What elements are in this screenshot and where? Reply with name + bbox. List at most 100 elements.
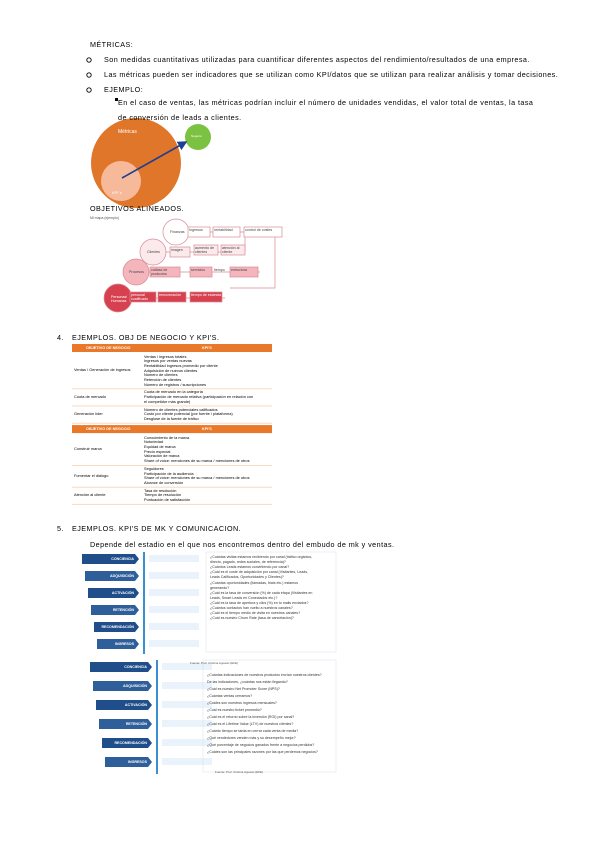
venn-diagram: [91, 118, 211, 208]
venn-label: Métricas: [118, 129, 137, 135]
table-cell: Cuota de mercado en la categoría: [144, 389, 203, 395]
table-cell: Puntuación de satisfacción: [144, 497, 191, 502]
table-cell: Tasa de resolución: [144, 487, 177, 493]
funnel-stage-label: ADQUISICIÓN: [110, 573, 134, 578]
stage-note: [149, 572, 199, 579]
funnel-question: Leads Calificados, Oportunidades y Clien…: [210, 575, 284, 580]
funnel-stage: [96, 700, 152, 710]
stage-note: [149, 640, 199, 647]
objective-label: Procesos: [129, 270, 144, 274]
funnel-stage: [102, 738, 152, 748]
funnel-question: ¿Cuáles son nuestros ingresos mensuales?: [207, 701, 277, 705]
stage-note: [162, 682, 212, 689]
table-cell: Share of voice: menciones de su marca / …: [144, 458, 250, 464]
bullet-text: Son medidas cuantitativas utilizadas par…: [104, 55, 530, 64]
objective-label: Clientes: [147, 250, 160, 254]
funnel-question: generando?: [210, 585, 230, 590]
funnel-stage: [91, 605, 139, 615]
objective-label: estructura: [231, 268, 247, 272]
funnel-stage: [85, 571, 139, 581]
funnel-question: ¿Cuántos contactos han vuelto a nuestros…: [210, 606, 293, 610]
objective-label: personal cualificado: [131, 293, 148, 301]
table-cell: Ventas / Generación de ingresos: [74, 367, 131, 373]
funnel-question: ¿Qué vendedores venden más y su desempeñ…: [207, 736, 296, 740]
table-cell: Share of voice: menciones de su marca / …: [144, 475, 250, 481]
funnel-question: ¿Cuál es la tasa de apertura y clics (%)…: [210, 600, 309, 605]
table-cell: Desglose de la fuente de tráfico: [144, 415, 199, 421]
funnel-stage-label: CONCIENCIA: [111, 556, 134, 561]
objective-box: [243, 226, 283, 238]
table-cell: Precio especial: [144, 448, 171, 454]
funnel-question: ¿Cuál es el tiempo medio de visita en nu…: [210, 611, 301, 616]
funnel-stage-label: INGRESOS: [115, 641, 134, 646]
table-cell: Construir marca: [74, 446, 102, 452]
funnel-question: ¿Cuántas visitas estamos recibiendo por …: [210, 555, 313, 559]
funnel-stage-label: RETENCIÓN: [125, 721, 147, 726]
funnel-question: ¿Cuántas oportunidades (llamadas, trials…: [210, 580, 299, 585]
table-cell: Número de clientes: [144, 372, 178, 378]
objective-label: atención al cliente: [222, 246, 240, 254]
heading: MÉTRICAS:: [90, 40, 134, 49]
intro-text: Depende del estadio en el que nos encont…: [90, 540, 395, 549]
source-note: Fuente: Prof. Cristina Aguado (EFE): [215, 770, 264, 774]
venn-label: Negocio: [191, 134, 203, 138]
funnel-stage-label: RETENCIÓN: [112, 607, 134, 612]
objective-label: calidad de productos: [151, 268, 168, 276]
section-number: 4.: [57, 333, 64, 342]
table-cell: Ingresos por ventas nuevas: [144, 358, 192, 364]
table-header-cell: OBJETIVO DE NEGOCIO: [86, 427, 131, 432]
funnel-stage: [94, 622, 139, 632]
table-cell: Número de registros / suscripciones: [144, 381, 207, 387]
table-cell: Cuota de mercado: [74, 393, 107, 399]
table-cell: Participación de la audiencia: [144, 470, 194, 476]
funnel-question: ¿Cuál es nuestro Churn Rate (tasa de can…: [210, 616, 294, 621]
bullet-text: Las métricas pueden ser indicadores que …: [104, 70, 559, 79]
source-note: Fuente: Prof. Cristina Aguado (EFE): [190, 661, 239, 665]
funnel-question: ¿Cuántas ventas cerramos?: [207, 694, 253, 698]
objective-label: servicios: [191, 268, 205, 272]
objective-box: [193, 244, 219, 256]
objective-label: remuneración: [159, 293, 181, 297]
funnel-question: Leads, Smart Leads en Conectados etc.)?: [210, 595, 278, 600]
stage-note: [149, 606, 199, 613]
sub-bullet-marker: [115, 98, 118, 101]
table-cell: Conocimiento de la marca: [144, 434, 190, 440]
stage-note: [162, 663, 212, 670]
funnel-question: ¿Cuántas indicaciones de nuestros produc…: [207, 673, 322, 677]
funnel-question: De las indicaciones, ¿cuántas nos están …: [207, 680, 288, 684]
table-header-cell: KPI'S: [202, 346, 212, 350]
funnel-stage: [82, 554, 139, 564]
table-cell: Equidad de marca: [144, 444, 176, 449]
table-cell: Generación líder: [74, 411, 103, 417]
table-header-cell: OBJETIVO DE NEGOCIO: [86, 346, 131, 350]
objective-box: [129, 291, 157, 303]
funnel-question: ¿Cuál es nuestro ticket promedio?: [207, 708, 262, 712]
table-cell: Participación de mercado relativa (parti…: [144, 394, 254, 400]
funnel-question: ¿Cuál es el Lifetime Value (LTV) de nues…: [207, 722, 294, 726]
table-cell: Seguidores: [144, 465, 164, 471]
funnel-stage: [93, 681, 152, 691]
heading: OBJETIVOS ALINEADOS.: [90, 204, 185, 213]
funnel-stage-label: ADQUISICIÓN: [123, 683, 147, 688]
funnel-stage-label: INGRESOS: [128, 759, 147, 764]
funnel-stage-label: ACTIVACIÓN: [124, 702, 147, 707]
stage-note: [162, 758, 212, 765]
table-header-cell: KPI'S: [202, 427, 212, 432]
objective-box: [187, 226, 211, 238]
table-cell: Rentabilidad ingresos promedio por clien…: [144, 362, 218, 368]
caption: Mi mapa (ejemplo): [90, 216, 119, 220]
stage-note: [149, 555, 199, 562]
objective-box: [149, 266, 181, 278]
table-cell: Tiempo de resolución: [144, 492, 182, 498]
table-cell: Número de clientes potenciales calificad…: [144, 406, 218, 412]
table-header: [72, 425, 272, 434]
funnel-question: ¿Cuál es nuestro Net Promoter Score (NPS…: [207, 687, 280, 691]
objective-label: imagen: [171, 248, 183, 252]
section-heading: EJEMPLOS. KPI'S DE MK Y COMUNICACION.: [72, 524, 242, 533]
sub-bullet-text: En el caso de ventas, las métricas podrí…: [118, 98, 534, 122]
funnel-stage: [88, 588, 139, 598]
funnel-question: ¿Cuál es el retorno sobre la inversión (…: [207, 715, 295, 719]
objective-label: Finanzas: [170, 230, 185, 234]
objective-box: [229, 266, 259, 278]
